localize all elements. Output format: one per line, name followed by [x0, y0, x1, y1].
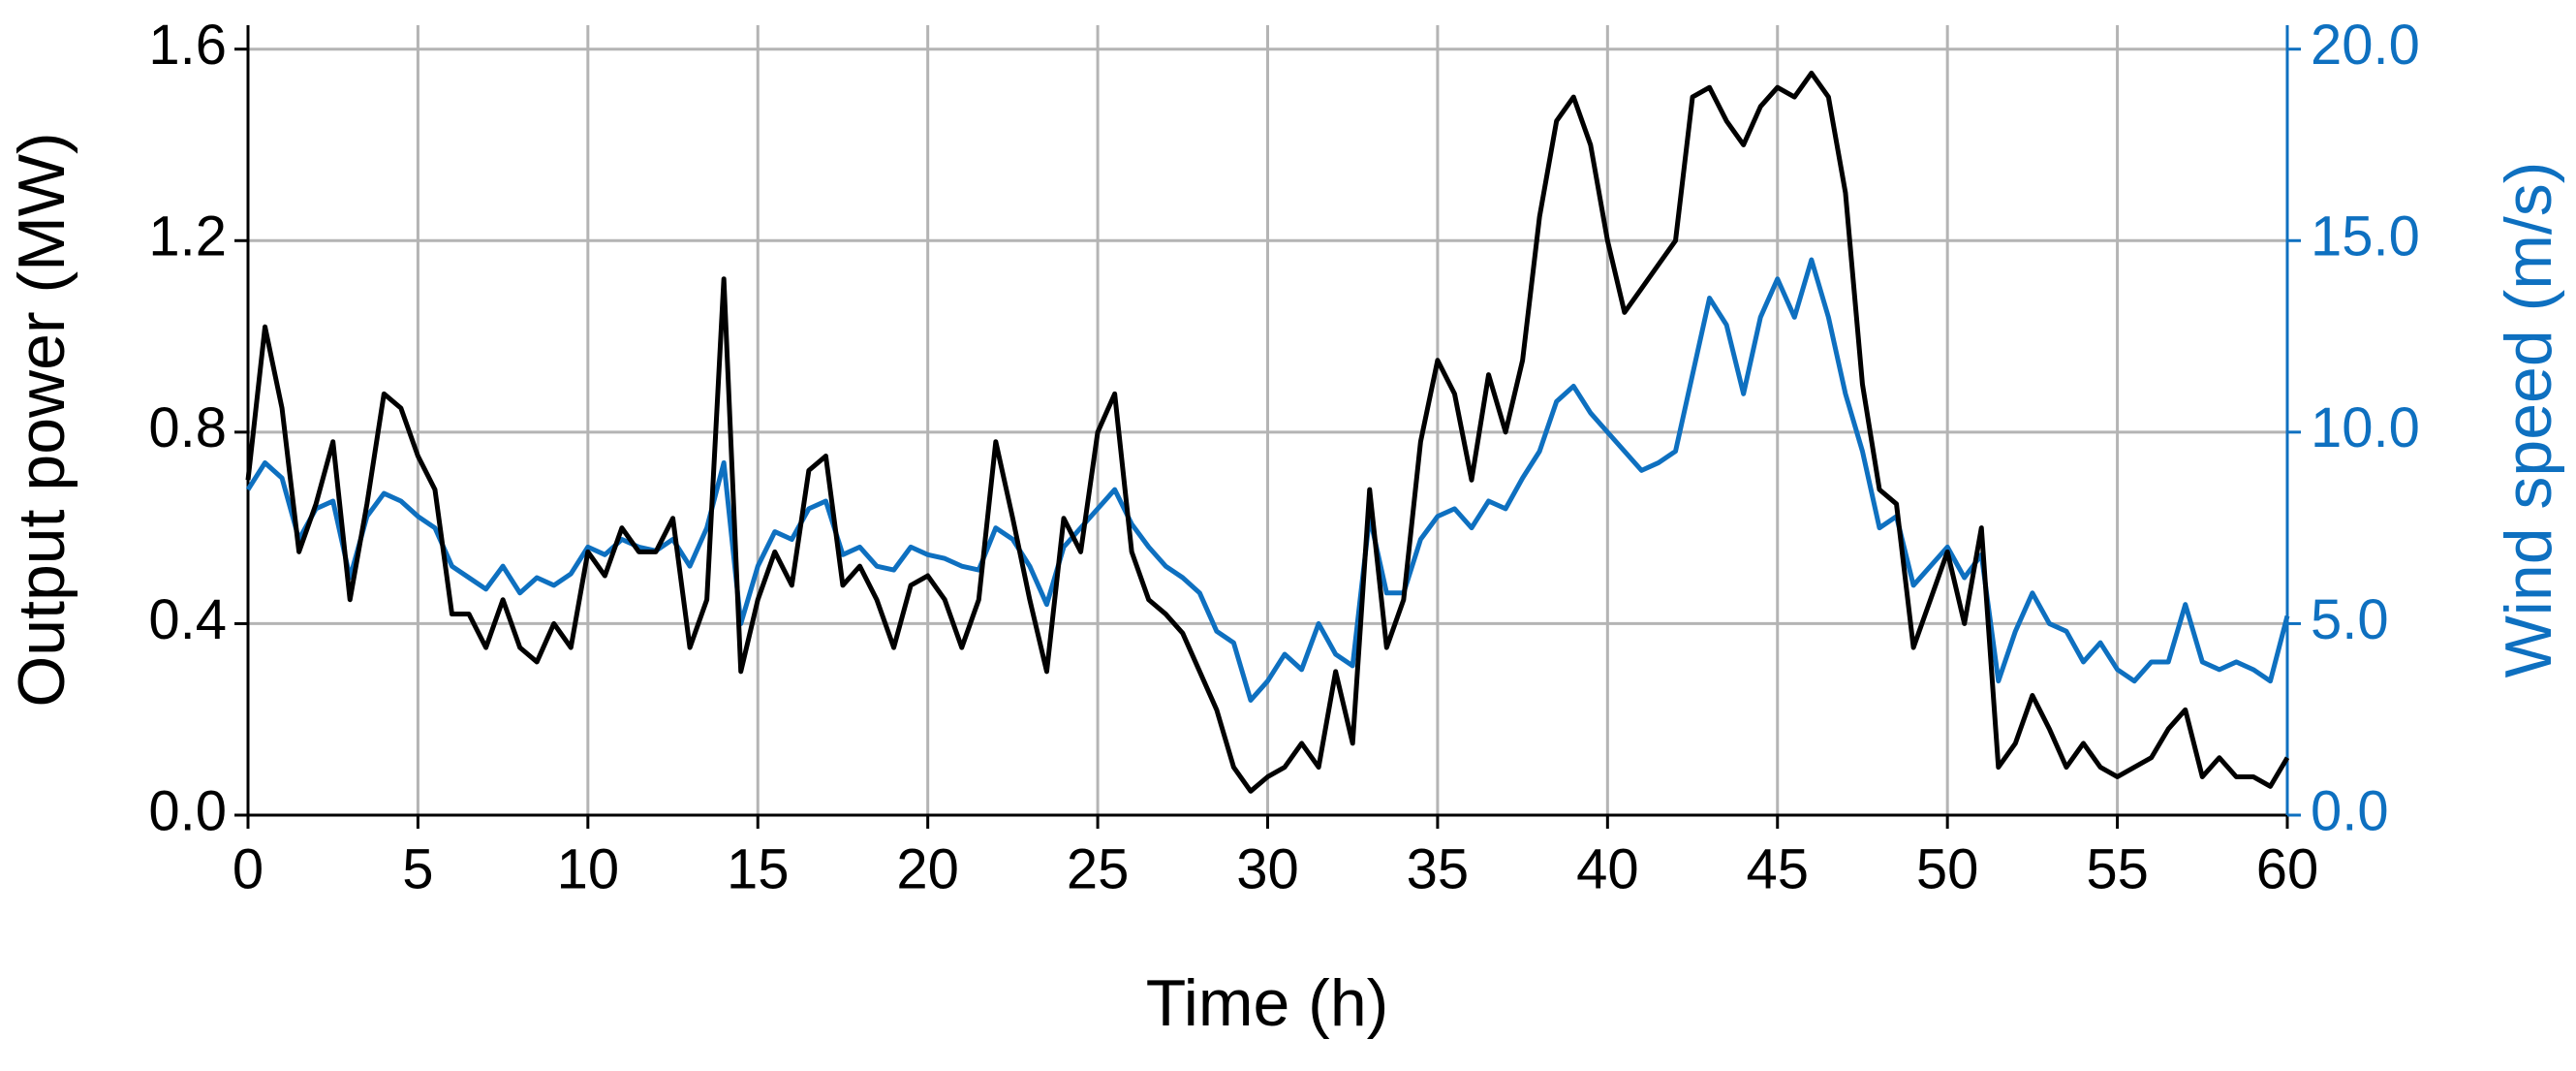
y2-tick-label: 10.0 — [2311, 396, 2420, 459]
series-line — [245, 257, 2290, 703]
x-tick-label: 60 — [2256, 837, 2319, 900]
x-tick-label: 0 — [233, 837, 264, 900]
y-tick-label: 0.4 — [148, 588, 227, 651]
x-tick-label: 55 — [2086, 837, 2149, 900]
x-tick-label: 10 — [557, 837, 620, 900]
x-axis-label: Time (h) — [1146, 966, 1389, 1040]
y2-tick-label: 0.0 — [2311, 779, 2389, 842]
x-tick-label: 35 — [1407, 837, 1470, 900]
series-line — [245, 70, 2290, 794]
x-tick-label: 45 — [1746, 837, 1809, 900]
y2-tick-label: 5.0 — [2311, 588, 2389, 651]
y-tick-label: 0.8 — [148, 396, 227, 459]
x-tick-label: 20 — [896, 837, 959, 900]
y-tick-label: 0.0 — [148, 779, 227, 842]
x-tick-label: 5 — [402, 837, 433, 900]
x-tick-label: 25 — [1067, 837, 1130, 900]
x-tick-label: 40 — [1576, 837, 1639, 900]
x-tick-label: 15 — [727, 837, 790, 900]
y2-tick-label: 20.0 — [2311, 14, 2420, 77]
x-tick-label: 50 — [1916, 837, 1979, 900]
y2-axis-label: Wind speed (m/s) — [2492, 162, 2565, 678]
y2-tick-label: 15.0 — [2311, 205, 2420, 268]
y-tick-label: 1.2 — [148, 205, 227, 268]
y-tick-label: 1.6 — [148, 14, 227, 77]
x-tick-label: 30 — [1236, 837, 1299, 900]
y-axis-label: Output power (MW) — [5, 132, 78, 707]
